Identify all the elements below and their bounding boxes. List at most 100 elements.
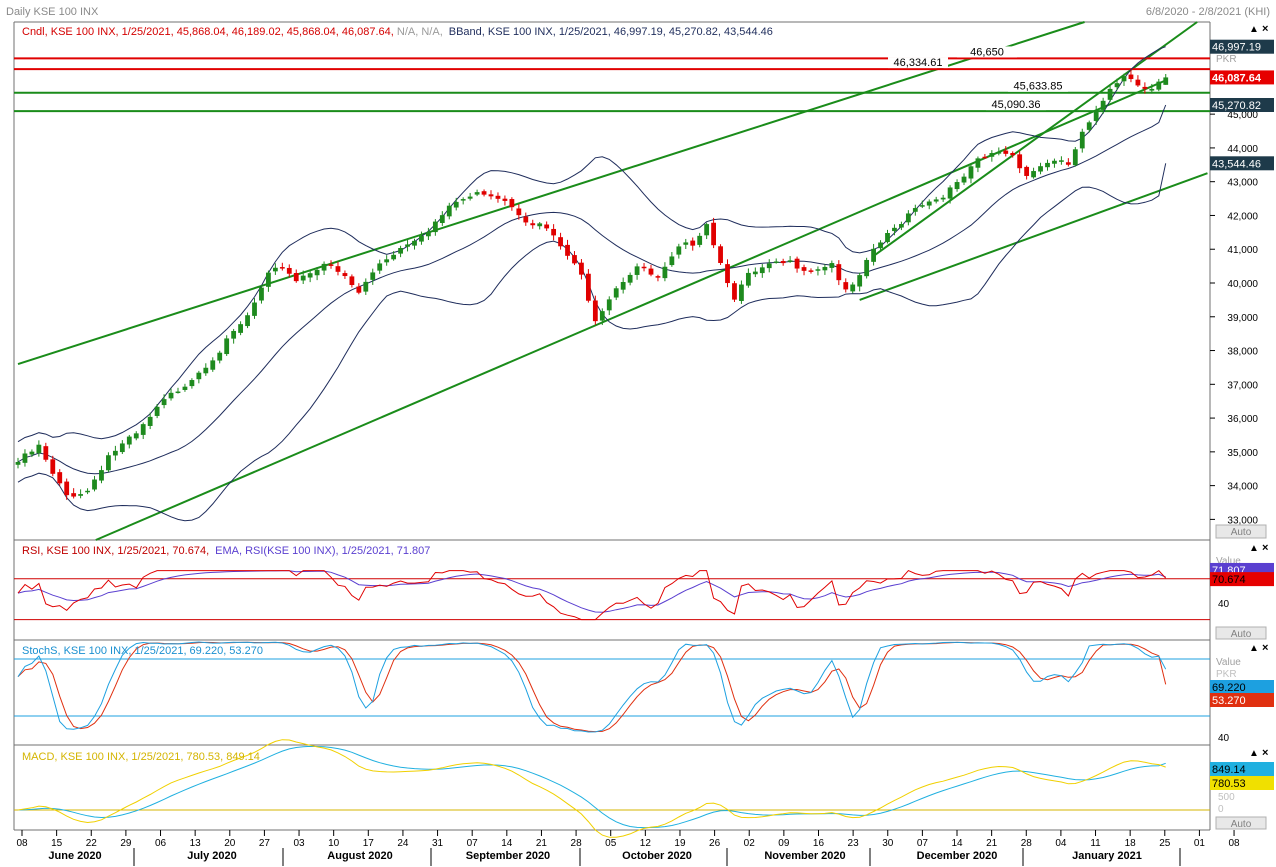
candle-body xyxy=(1128,74,1134,80)
candle-body xyxy=(419,236,424,242)
candle xyxy=(641,263,647,272)
candle xyxy=(119,440,125,455)
y-tick-label: 33,000 xyxy=(1227,515,1258,526)
close-icon[interactable]: × xyxy=(1262,642,1268,654)
candle-body xyxy=(885,233,890,243)
x-tick-label: 21 xyxy=(986,838,998,849)
candle-body xyxy=(502,198,508,201)
candle-body xyxy=(106,455,111,471)
candle xyxy=(1038,162,1043,175)
candle-body xyxy=(133,433,139,439)
candle xyxy=(495,192,501,203)
trendline-channel_upper[interactable] xyxy=(17,21,1085,366)
candle xyxy=(773,258,779,264)
candle-body xyxy=(377,263,383,271)
candle xyxy=(850,282,856,294)
candle xyxy=(252,298,257,319)
candle xyxy=(551,224,557,241)
x-tick-label: 15 xyxy=(51,838,63,849)
x-tick-label: 20 xyxy=(224,838,236,849)
auto-scale-button[interactable] xyxy=(1215,524,1267,539)
candle-body xyxy=(975,158,981,168)
price-panel-buttons[interactable]: ▲ × xyxy=(1249,23,1268,35)
collapse-icon[interactable]: ▲ xyxy=(1249,543,1259,554)
bband-lower-line xyxy=(17,163,1167,522)
candle xyxy=(509,197,515,211)
candle xyxy=(989,150,995,162)
trendline-long_support[interactable] xyxy=(859,172,1208,301)
x-tick-label: 28 xyxy=(1021,838,1033,849)
close-icon[interactable]: × xyxy=(1262,23,1268,35)
candle xyxy=(634,263,640,280)
macd-y-tick: 0 xyxy=(1218,804,1224,815)
stoch-panel-buttons[interactable]: ▲ × xyxy=(1249,642,1268,654)
candle xyxy=(335,261,341,276)
candle-body xyxy=(99,470,104,481)
trendline-short_upper[interactable] xyxy=(873,21,1198,257)
close-icon[interactable]: × xyxy=(1262,542,1268,554)
candle-body xyxy=(697,235,703,245)
x-tick-label: 25 xyxy=(1159,838,1171,849)
candle xyxy=(655,274,661,282)
candle xyxy=(154,403,160,419)
candle-body xyxy=(954,182,960,190)
candle xyxy=(829,260,835,273)
candle xyxy=(398,245,403,258)
candle xyxy=(919,200,925,209)
candle-body xyxy=(683,242,689,245)
rsi-auto-button[interactable] xyxy=(1215,626,1267,640)
rsi-panel-buttons[interactable]: ▲ × xyxy=(1249,542,1268,554)
candle-body xyxy=(384,259,390,263)
close-icon[interactable]: × xyxy=(1262,747,1268,759)
level-label: 46,650 xyxy=(970,46,1004,58)
candle xyxy=(391,251,397,261)
candle-body xyxy=(405,244,410,247)
candle-body xyxy=(203,367,209,374)
macd-auto-button[interactable] xyxy=(1215,816,1267,830)
candle xyxy=(1017,151,1023,174)
collapse-icon[interactable]: ▲ xyxy=(1249,748,1259,759)
candle-body xyxy=(1114,83,1120,88)
candle-body xyxy=(592,300,598,322)
month-label: January 2021 xyxy=(1072,850,1142,862)
x-tick-label: 24 xyxy=(397,838,409,849)
candle-body xyxy=(1079,131,1085,149)
x-tick-label: 22 xyxy=(86,838,98,849)
candle xyxy=(1059,156,1064,165)
horizontal-levels-layer[interactable]: 46,650 46,334.61 45,633.85 45,090.36 xyxy=(14,46,1210,113)
candle-body xyxy=(279,267,285,269)
candle xyxy=(356,283,362,295)
candle-body xyxy=(126,436,132,445)
collapse-icon[interactable]: ▲ xyxy=(1249,643,1259,654)
candle-body xyxy=(1010,153,1016,156)
trendlines-layer[interactable] xyxy=(17,21,1208,541)
candle-body xyxy=(474,192,480,195)
bband-price-badge xyxy=(1210,39,1274,54)
candle-body xyxy=(266,272,271,287)
candle xyxy=(481,189,487,197)
month-label: July 2020 xyxy=(187,850,237,862)
y-tick-label: 41,000 xyxy=(1227,245,1258,256)
candle xyxy=(878,240,883,252)
month-label: November 2020 xyxy=(764,850,845,862)
candle xyxy=(947,185,953,204)
y-tick-label: 43,000 xyxy=(1227,178,1258,189)
candle-legend: Cndl, KSE 100 INX, 1/25/2021, 45,868.04,… xyxy=(22,26,397,38)
collapse-icon[interactable]: ▲ xyxy=(1249,24,1259,35)
candle xyxy=(565,239,570,260)
x-tick-label: 28 xyxy=(571,838,583,849)
candle-body xyxy=(64,481,70,496)
macd-panel-buttons[interactable]: ▲ × xyxy=(1249,747,1268,759)
candle-body xyxy=(439,215,445,223)
trendline-channel_lower[interactable] xyxy=(95,79,1167,541)
chart-title: Daily KSE 100 INX xyxy=(6,6,99,18)
candle-body xyxy=(634,266,640,275)
rsi-legend: RSI, KSE 100 INX, 1/25/2021, 70.674, EMA,… xyxy=(22,545,430,557)
macd-legend-label: MACD, KSE 100 INX, 1/25/2021, 780.53, 84… xyxy=(22,751,260,763)
candle xyxy=(794,256,800,273)
candle xyxy=(1093,105,1099,125)
candle xyxy=(419,231,424,245)
rsi-ema-legend-label: EMA, RSI(KSE 100 INX), 1/25/2021, 71.807 xyxy=(215,545,430,557)
x-tick-label: 14 xyxy=(501,838,513,849)
candle xyxy=(739,280,744,304)
